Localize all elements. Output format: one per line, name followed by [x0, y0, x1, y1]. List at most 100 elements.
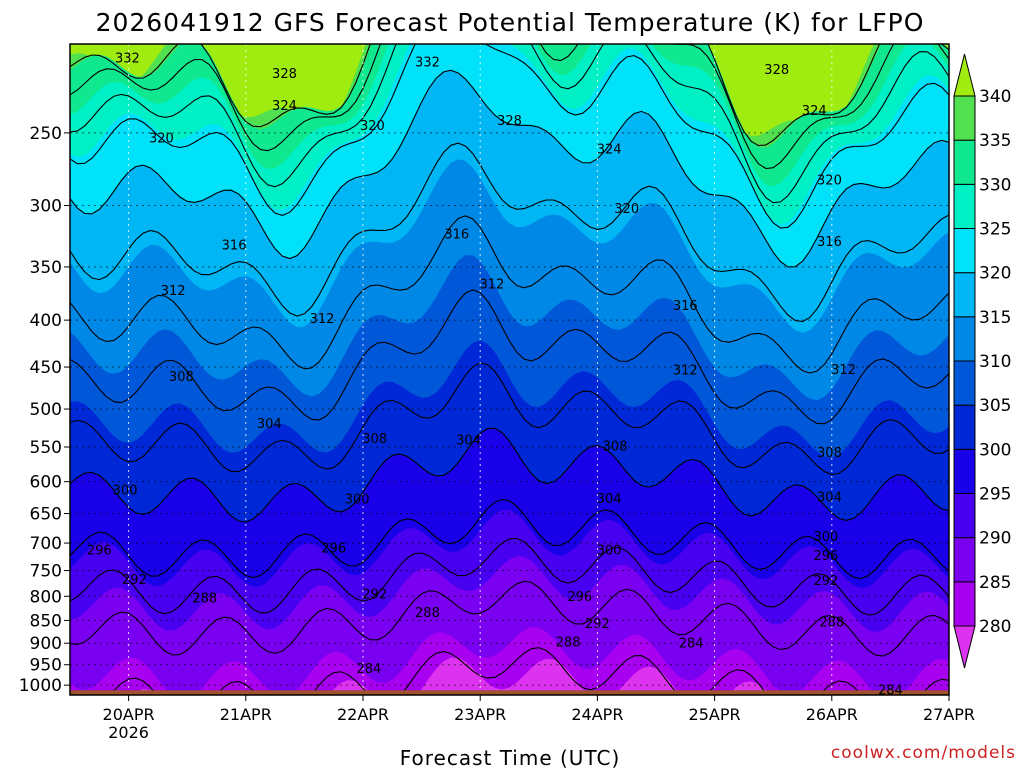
colorbar-below — [953, 625, 976, 669]
colorbar-segment-320 — [953, 228, 976, 274]
band-285 — [70, 627, 949, 695]
x-tick-label: 25APR — [689, 705, 741, 724]
colorbar-label: 340 — [979, 87, 1011, 107]
colorbar-label: 290 — [979, 529, 1011, 549]
contour-label: 312 — [831, 363, 856, 378]
contour-label: 296 — [814, 549, 839, 564]
colorbar-label: 320 — [979, 264, 1011, 284]
colorbar-label: 335 — [979, 131, 1011, 151]
colorbar-above — [953, 53, 976, 97]
contour-label: 328 — [497, 114, 522, 129]
contour-label: 320 — [360, 119, 385, 134]
y-tick-label: 1000 — [19, 676, 62, 696]
x-tick-label: 22APR — [337, 705, 389, 724]
contour-label: 308 — [362, 432, 387, 447]
y-tick-label: 750 — [30, 562, 62, 582]
colorbar-label: 300 — [979, 440, 1011, 460]
plot-area — [70, 44, 949, 695]
x-tick-label: 23APR — [454, 705, 506, 724]
colorbar-segment-310 — [953, 316, 976, 362]
y-tick-label: 300 — [30, 197, 62, 217]
contour-336 — [70, 44, 949, 147]
chart-title: 2026041912 GFS Forecast Potential Temper… — [96, 8, 925, 37]
colorbar-segment-290 — [953, 493, 976, 539]
contour-292 — [70, 537, 949, 616]
contour-label: 288 — [415, 606, 440, 621]
contour-332 — [70, 44, 949, 170]
contour-304 — [70, 362, 949, 476]
colorbar-segment-330 — [953, 139, 976, 185]
x-tick-label: 21APR — [220, 705, 272, 724]
y-tick-label: 950 — [30, 656, 62, 676]
contour-label: 292 — [814, 574, 839, 589]
colorbar-label: 325 — [979, 220, 1011, 240]
colorbar-label: 310 — [979, 352, 1011, 372]
gridlines — [70, 44, 949, 695]
colorbar-segment-285 — [953, 537, 976, 583]
y-tick-label: 400 — [30, 311, 62, 331]
contour-288 — [70, 580, 949, 657]
ground-strip — [70, 690, 949, 695]
y-axis: 250 300 350 400 450 500 550 600 650 700 750 800 850 9… — [19, 124, 70, 696]
colorbar-segment-295 — [953, 448, 976, 495]
colorbar-segment-305 — [953, 360, 976, 406]
contour-label: 296 — [321, 542, 346, 557]
colorbar-segment-335 — [953, 95, 976, 141]
contour-label: 300 — [345, 493, 370, 508]
colorbar-label: 305 — [979, 396, 1011, 416]
y-tick-label: 600 — [30, 473, 62, 493]
x-tick-sublabel: 2026 — [108, 723, 149, 742]
colorbar-segment-315 — [953, 272, 976, 318]
contour-labels: 332 328 324 320 332 320 328 324 320 328 324 320 316 3… — [87, 52, 903, 699]
contour-label: 296 — [567, 590, 592, 605]
contour-label: 288 — [819, 615, 844, 630]
contour-label: 284 — [356, 662, 381, 677]
colorbar-label: 330 — [979, 175, 1011, 195]
band-280 — [131, 657, 949, 695]
contour-328 — [70, 44, 949, 204]
contour-label: 324 — [597, 143, 622, 158]
x-tick-label: 20APR — [103, 705, 155, 724]
y-tick-label: 650 — [30, 505, 62, 525]
contour-label: 288 — [556, 635, 581, 650]
plot-frame — [69, 43, 950, 696]
contour-label: 320 — [817, 173, 842, 188]
contour-label: 304 — [257, 417, 282, 432]
contour-320 — [70, 69, 949, 268]
colorbar-label: 280 — [979, 617, 1011, 637]
contour-324 — [70, 44, 949, 229]
credit-link[interactable]: coolwx.com/models — [831, 743, 1016, 763]
contour-label: 328 — [272, 67, 297, 82]
contour-label: 292 — [362, 587, 387, 602]
contour-label: 288 — [192, 591, 217, 606]
contour-label: 308 — [817, 446, 842, 461]
contour-label: 324 — [802, 104, 827, 119]
contour-label: 312 — [480, 278, 505, 293]
y-tick-label: 850 — [30, 611, 62, 631]
x-tick-label: 24APR — [571, 705, 623, 724]
contour-label: 300 — [597, 543, 622, 558]
contour-label: 316 — [673, 299, 698, 314]
contour-label: 308 — [603, 440, 628, 455]
contour-label: 316 — [222, 239, 247, 254]
contour-label: 292 — [585, 617, 610, 632]
y-tick-label: 500 — [30, 400, 62, 420]
contour-lines — [70, 44, 949, 695]
contour-label: 304 — [456, 434, 481, 449]
contour-label: 304 — [817, 491, 842, 506]
y-tick-label: 250 — [30, 124, 62, 144]
y-tick-label: 550 — [30, 438, 62, 458]
colorbar-label: 285 — [979, 573, 1011, 593]
contour-300 — [70, 427, 949, 523]
x-axis-title: Forecast Time (UTC) — [400, 746, 621, 768]
contour-label: 284 — [679, 636, 704, 651]
contour-label: 316 — [444, 228, 469, 243]
y-tick-label: 450 — [30, 358, 62, 378]
contour-label: 332 — [415, 56, 440, 71]
contour-label: 316 — [817, 235, 842, 250]
colorbar-label: 295 — [979, 485, 1011, 505]
contour-label: 296 — [87, 543, 112, 558]
contour-label: 312 — [310, 312, 335, 327]
